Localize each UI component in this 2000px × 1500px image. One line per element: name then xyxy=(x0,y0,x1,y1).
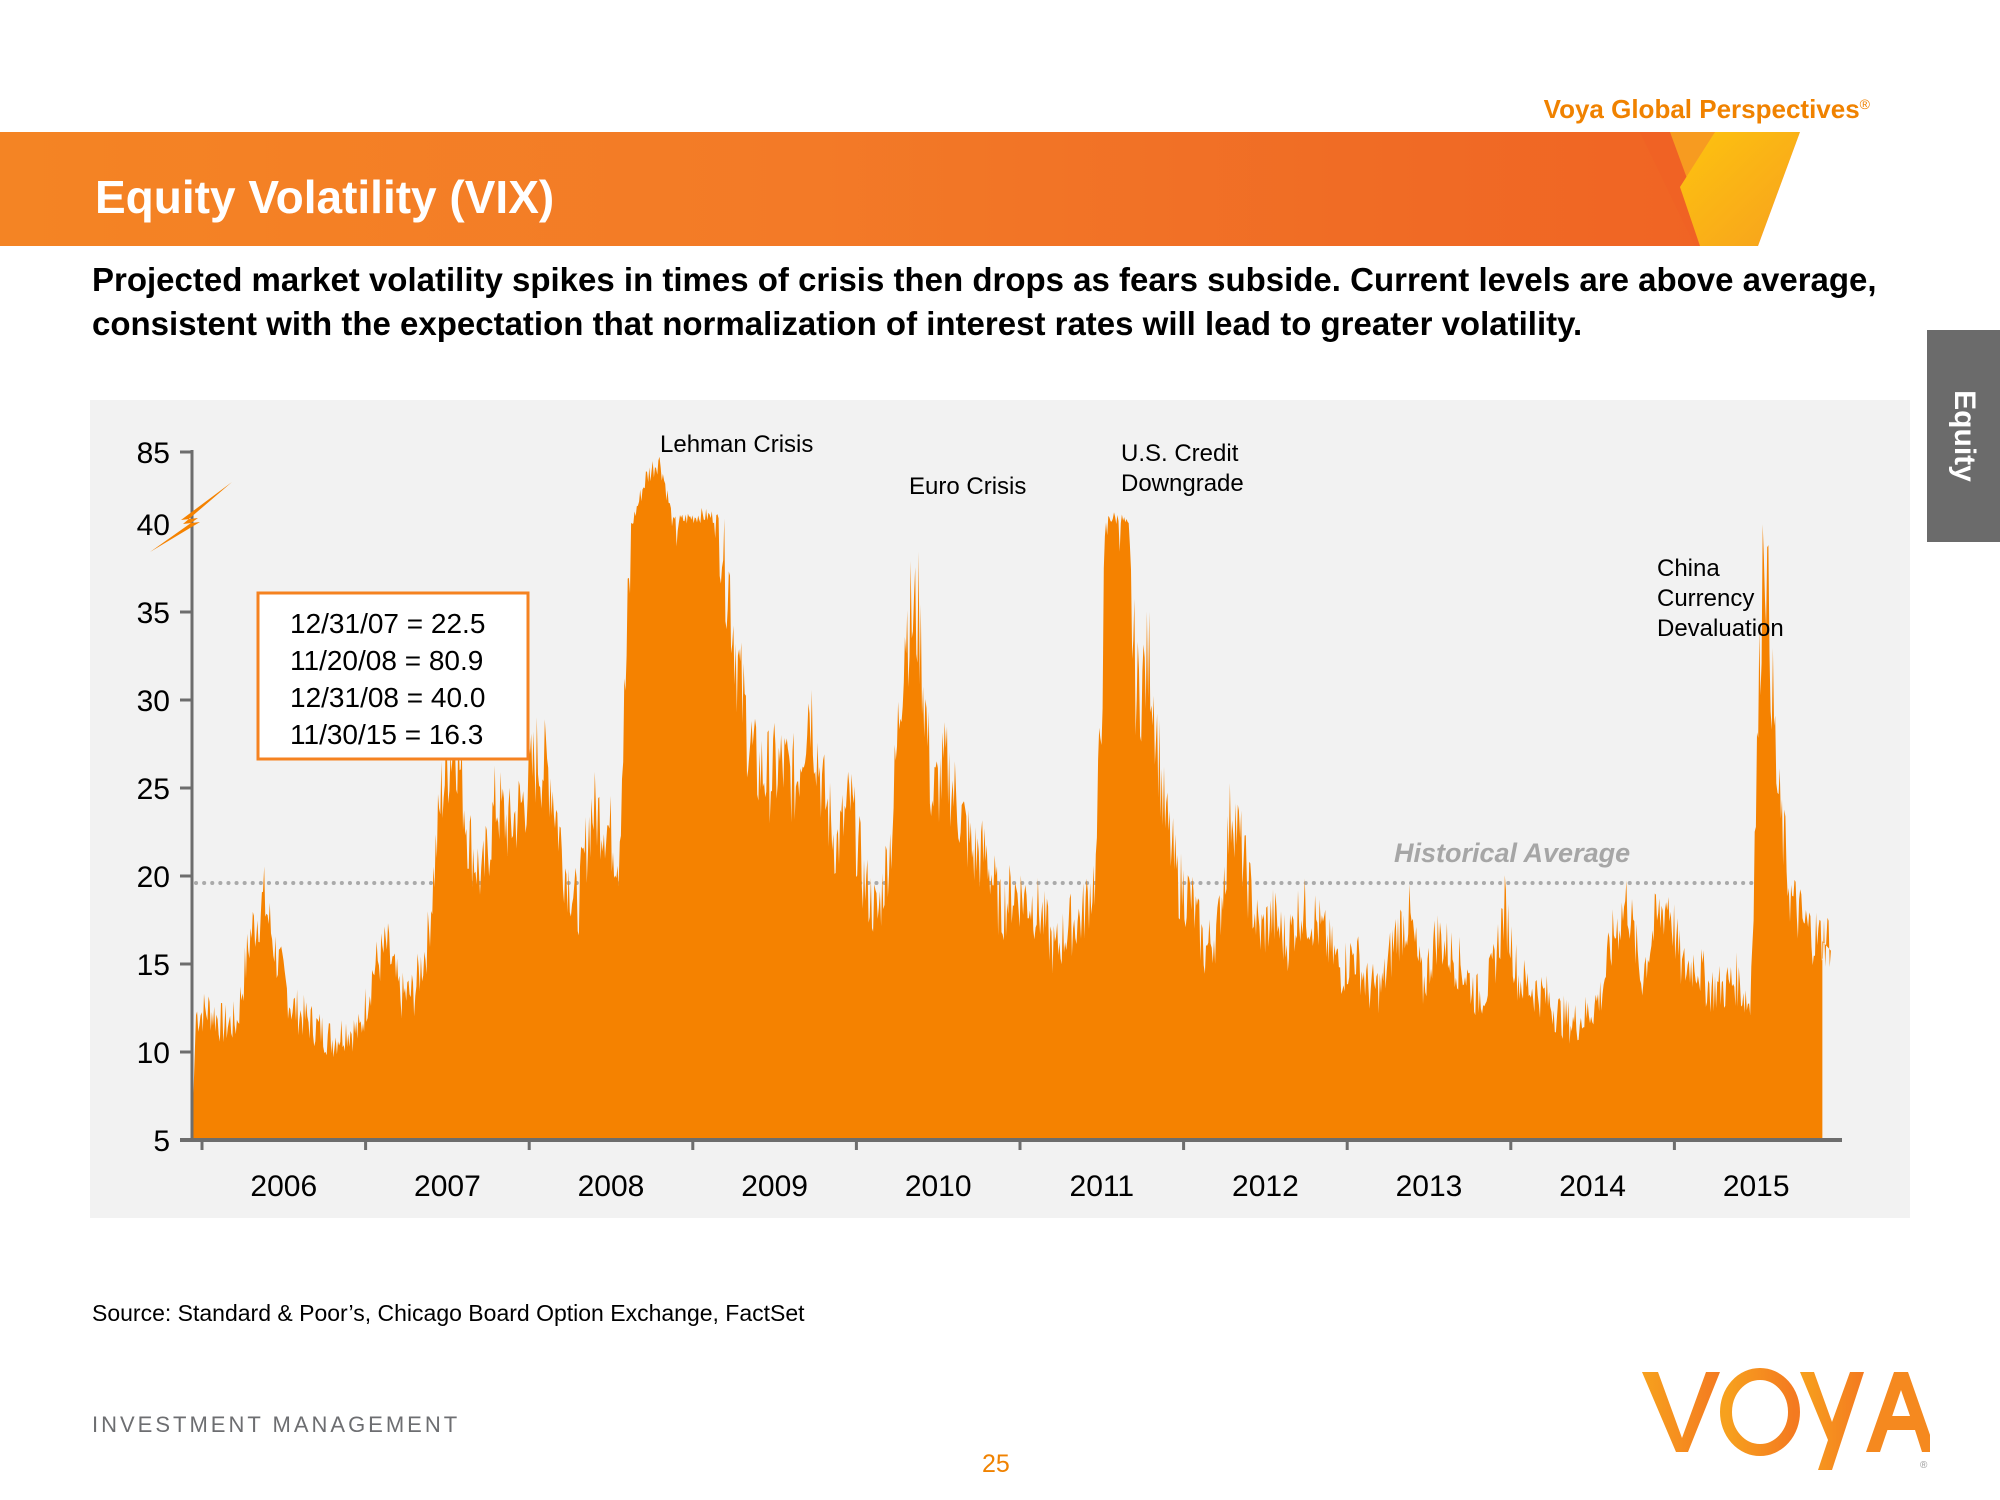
event-annotation: Currency xyxy=(1657,585,1754,612)
source-note: Source: Standard & Poor’s, Chicago Board… xyxy=(92,1300,805,1326)
page-number: 25 xyxy=(982,1450,1010,1478)
logo-registered-mark: ® xyxy=(1920,1460,1928,1471)
callout-line: 12/31/08 = 40.0 xyxy=(290,682,485,713)
x-tick-label: 2010 xyxy=(905,1170,972,1203)
y-tick-label: 30 xyxy=(137,685,170,718)
event-annotation: Euro Crisis xyxy=(909,473,1026,500)
callout-line: 12/31/07 = 22.5 xyxy=(290,608,485,639)
x-tick-label: 2011 xyxy=(1070,1170,1135,1203)
callout-box xyxy=(256,591,530,761)
event-annotation: U.S. Credit xyxy=(1121,440,1239,467)
vix-area-series xyxy=(192,456,1831,1140)
event-annotation: Downgrade xyxy=(1121,470,1244,497)
historical-average-label: Historical Average xyxy=(1394,838,1630,868)
lightning-bolt-break-icon xyxy=(150,482,232,552)
side-tab-equity[interactable]: Equity xyxy=(1927,330,2000,542)
x-tick-label: 2006 xyxy=(250,1170,317,1203)
event-annotation: Devaluation xyxy=(1657,615,1784,642)
event-annotation: Lehman Crisis xyxy=(660,431,813,458)
callout-line: 11/30/15 = 16.3 xyxy=(290,719,483,750)
y-tick-label: 25 xyxy=(137,773,170,806)
x-tick-label: 2014 xyxy=(1559,1170,1626,1203)
brand-name: Voya Global Perspectives xyxy=(1543,94,1860,124)
title-banner xyxy=(0,132,1840,246)
x-tick-label: 2013 xyxy=(1396,1170,1463,1203)
x-tick-label: 2007 xyxy=(414,1170,481,1203)
y-tick-label: 15 xyxy=(137,949,170,982)
y-tick-label: 40 xyxy=(137,509,170,542)
y-tick-label: 10 xyxy=(137,1037,170,1070)
x-tick-label: 2009 xyxy=(741,1170,808,1203)
y-tick-label: 5 xyxy=(153,1125,170,1158)
x-tick-label: 2008 xyxy=(578,1170,645,1203)
x-tick-label: 2012 xyxy=(1232,1170,1299,1203)
x-tick-label: 2015 xyxy=(1723,1170,1790,1203)
y-tick-label: 85 xyxy=(137,437,170,470)
voya-logo: ® xyxy=(1642,1368,1930,1471)
page-subtitle: Projected market volatility spikes in ti… xyxy=(92,261,1877,342)
brand-header: Voya Global Perspectives® xyxy=(1544,94,1870,125)
y-tick-label: 20 xyxy=(137,861,170,894)
y-tick-label: 35 xyxy=(137,597,170,630)
page-title: Equity Volatility (VIX) xyxy=(95,171,555,223)
callout-line: 11/20/08 = 80.9 xyxy=(290,645,483,676)
division-label: INVESTMENT MANAGEMENT xyxy=(92,1412,461,1437)
registered-mark: ® xyxy=(1859,96,1870,112)
voya-chevron-icon xyxy=(1640,132,1840,246)
event-annotation: China xyxy=(1657,555,1720,582)
